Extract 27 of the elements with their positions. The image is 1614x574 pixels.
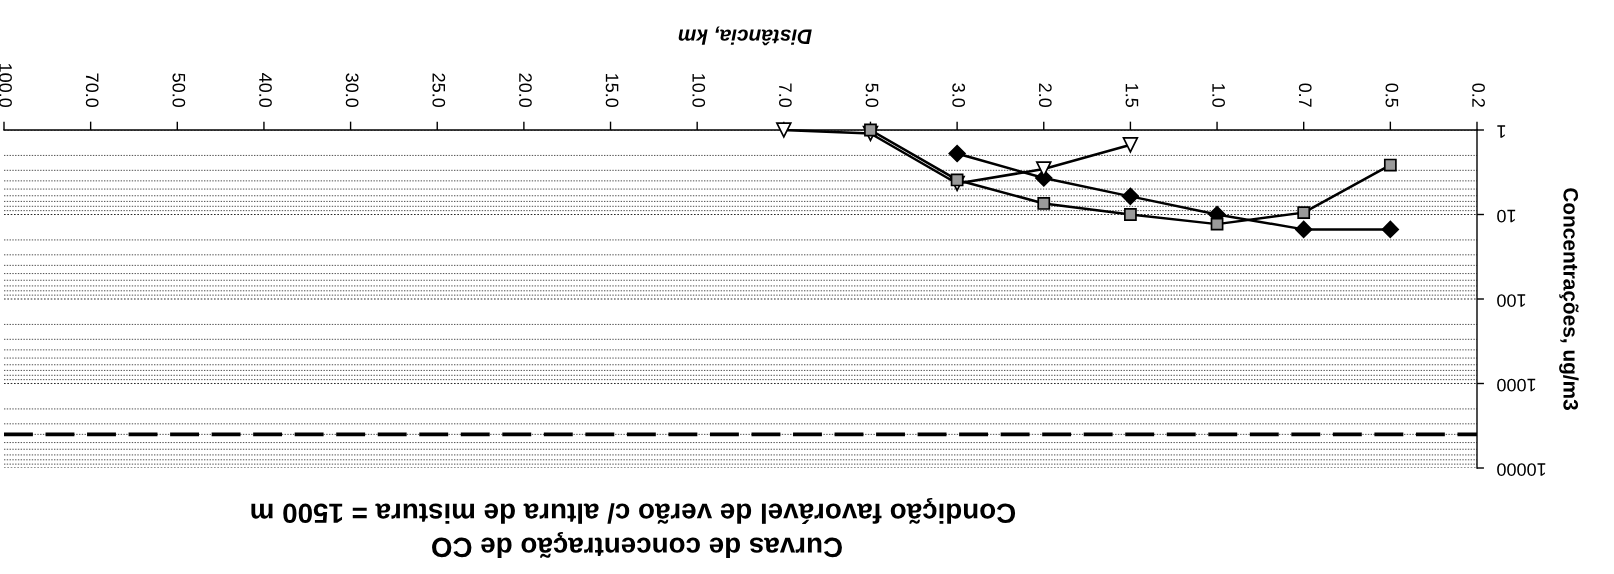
x-tick-label: 15.0	[605, 74, 619, 108]
x-tick-label: 5.0	[865, 83, 879, 108]
x-tick-label: 0.7	[1298, 83, 1312, 107]
y-tick-label: 1	[1497, 125, 1506, 138]
x-tick-label: 25.0	[432, 73, 446, 108]
x-tick-label: 3.0	[952, 83, 966, 108]
y-tick-label: 10	[1497, 209, 1516, 223]
x-tick-label: 7.0	[778, 83, 792, 108]
y-axis-title: Concentrações, ug/m3	[1559, 188, 1579, 410]
y-tick-label: 1000	[1497, 378, 1536, 392]
x-tick-label: 30.0	[345, 73, 359, 108]
x-tick-label: 1.5	[1125, 84, 1139, 108]
x-tick-label: 0.2	[1472, 83, 1485, 107]
text: Curvas de concentração de CO	[432, 532, 842, 558]
x-tick-label: 0.5	[1385, 83, 1399, 108]
text: Condição favorável de verão c/ altura de mistura = 1500 m	[251, 497, 1016, 525]
x-tick-label: 2.0	[1038, 83, 1052, 108]
y-tick-label: 100	[1497, 294, 1526, 307]
x-tick-label: 40.0	[259, 73, 272, 108]
x-tick-label: 1.0	[1212, 84, 1225, 108]
x-tick-label: 100.0	[0, 63, 12, 108]
y-tick-label: 10000	[1497, 463, 1546, 476]
x-axis-title: Distância, km	[678, 26, 812, 46]
x-tick-label: 50.0	[172, 73, 186, 108]
x-tick-label: 70.0	[85, 73, 99, 108]
x-tick-label: 10.0	[692, 74, 706, 108]
x-tick-label: 20.0	[519, 73, 532, 108]
